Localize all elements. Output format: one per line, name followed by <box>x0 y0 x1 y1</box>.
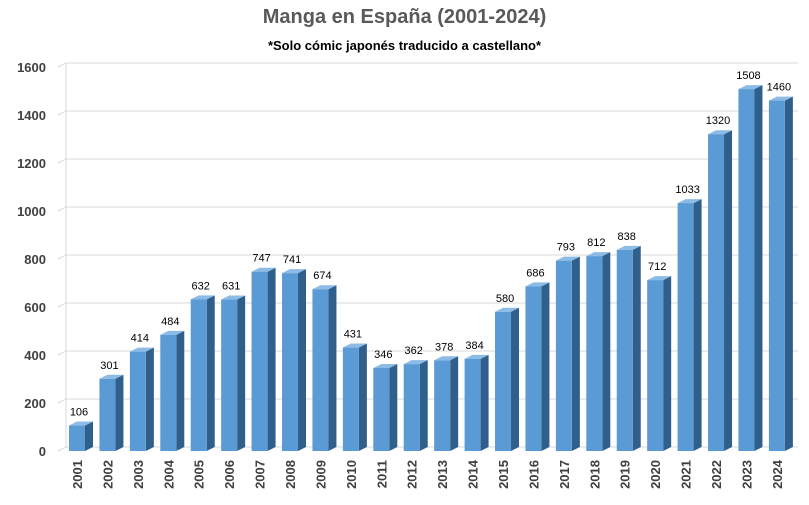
x-tick-label: 2014 <box>466 459 481 489</box>
data-label: 712 <box>648 261 666 273</box>
gridline <box>57 158 798 164</box>
x-axis: 2001 2002 2003 2004 2005 2006 2007 2008 2009 2010… <box>70 459 785 489</box>
gridline <box>57 62 798 68</box>
chart-subtitle: *Solo cómic japonés traducido a castella… <box>267 38 542 53</box>
x-tick-label: 2017 <box>557 460 572 489</box>
data-label: 106 <box>70 407 88 419</box>
data-label: 631 <box>222 281 240 293</box>
bar <box>251 267 276 451</box>
x-tick-label: 2002 <box>100 460 115 489</box>
data-label: 793 <box>557 242 575 254</box>
bar <box>160 330 185 451</box>
x-tick-label: 2020 <box>648 460 663 489</box>
data-label: 301 <box>100 360 118 372</box>
x-tick-label: 2010 <box>344 460 359 489</box>
bar <box>190 295 215 451</box>
data-label: 838 <box>618 231 636 243</box>
bar <box>586 252 611 451</box>
y-tick-label: 600 <box>24 300 46 315</box>
chart-title: Manga en España (2001-2024) <box>262 6 547 28</box>
x-tick-label: 2008 <box>283 460 298 489</box>
data-label: 1320 <box>706 115 730 127</box>
bar <box>69 421 93 451</box>
bar <box>312 285 337 451</box>
x-tick-label: 2005 <box>192 460 207 489</box>
data-label: 484 <box>161 316 179 328</box>
y-tick-label: 800 <box>24 252 46 267</box>
data-label: 741 <box>283 254 301 266</box>
y-tick-label: 0 <box>39 444 46 459</box>
y-tick-label: 1400 <box>17 108 46 123</box>
data-label: 632 <box>192 280 210 292</box>
bar <box>403 360 428 451</box>
y-tick-label: 1600 <box>17 60 46 75</box>
data-label: 414 <box>131 333 149 345</box>
bar <box>99 374 124 451</box>
x-tick-label: 2024 <box>770 459 785 489</box>
bar <box>616 245 641 451</box>
x-tick-label: 2009 <box>313 460 328 489</box>
bar <box>464 354 489 451</box>
data-label: 580 <box>496 293 514 305</box>
x-tick-label: 2013 <box>435 460 450 489</box>
data-label: 346 <box>374 349 392 361</box>
x-tick-label: 2019 <box>618 460 633 489</box>
gridlines <box>57 62 798 452</box>
bar <box>768 96 793 451</box>
y-tick-label: 200 <box>24 396 46 411</box>
y-axis: 0 200 400 600 800 1000 1200 1400 1600 <box>17 60 46 459</box>
y-tick-label: 1000 <box>17 204 46 219</box>
x-tick-label: 2018 <box>587 460 602 489</box>
bar <box>647 276 672 451</box>
bar <box>282 269 307 451</box>
bar <box>738 85 763 451</box>
x-tick-label: 2011 <box>374 460 389 488</box>
x-tick-label: 2006 <box>222 460 237 489</box>
data-label: 1033 <box>675 184 699 196</box>
data-label: 1460 <box>767 82 791 94</box>
bar <box>708 130 733 451</box>
bar <box>677 199 702 451</box>
data-labels: 106 301 414 484 632 631 747 741 674 431 346 362 378 3… <box>70 70 791 418</box>
bar <box>373 363 398 451</box>
bars <box>69 85 793 451</box>
x-tick-label: 2012 <box>405 460 420 489</box>
x-tick-label: 2001 <box>70 460 85 489</box>
x-tick-label: 2022 <box>709 460 724 489</box>
gridline <box>57 110 798 116</box>
x-tick-label: 2016 <box>526 460 541 489</box>
bar <box>434 356 459 451</box>
bar <box>221 295 246 451</box>
data-label: 431 <box>344 329 362 341</box>
x-tick-label: 2007 <box>253 460 268 489</box>
x-tick-label: 2023 <box>739 460 754 489</box>
data-label: 686 <box>526 267 544 279</box>
bar <box>129 347 154 451</box>
y-tick-label: 1200 <box>17 156 46 171</box>
data-label: 747 <box>252 253 270 265</box>
data-label: 362 <box>405 345 423 357</box>
bar <box>525 282 550 451</box>
data-label: 384 <box>465 340 483 352</box>
x-tick-label: 2003 <box>131 460 146 489</box>
bar <box>342 343 367 451</box>
data-label: 674 <box>313 270 331 282</box>
x-tick-label: 2021 <box>679 460 694 489</box>
x-tick-label: 2015 <box>496 460 511 489</box>
x-tick-label: 2004 <box>161 459 176 489</box>
data-label: 812 <box>587 237 605 249</box>
bar <box>555 256 580 451</box>
y-tick-label: 400 <box>24 348 46 363</box>
data-label: 378 <box>435 341 453 353</box>
bar <box>495 307 520 451</box>
data-label: 1508 <box>736 70 760 82</box>
